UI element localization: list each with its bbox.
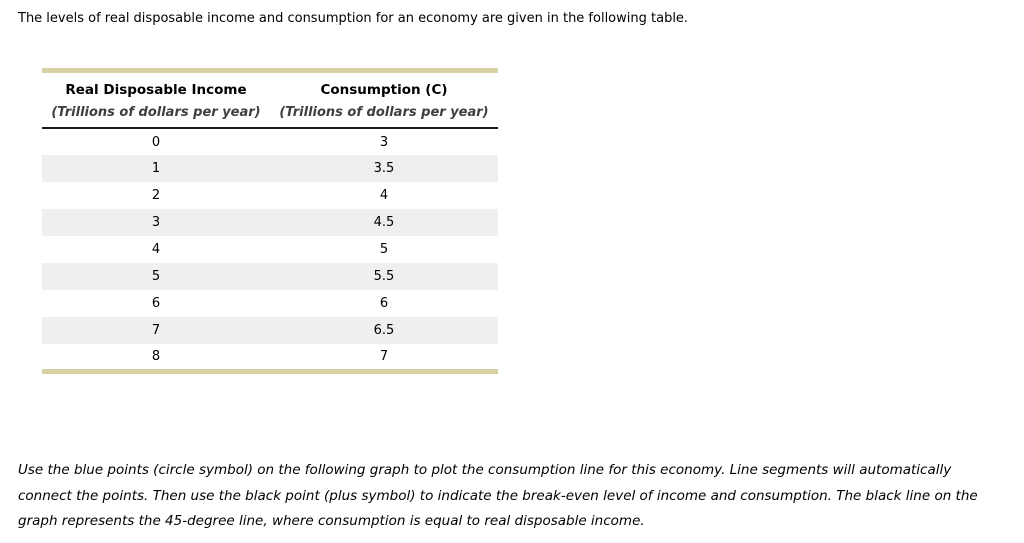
column-title-consumption: Consumption (C) xyxy=(320,82,448,98)
column-header-consumption: Consumption (C) (Trillions of dollars pe… xyxy=(270,70,498,129)
table-row: 3 4.5 xyxy=(42,209,498,236)
consumption-cell: 3.5 xyxy=(373,161,395,176)
intro-text: The levels of real disposable income and… xyxy=(18,11,689,26)
table-body: 0 3 1 3.5 2 4 3 4.5 4 5 5 5.5 xyxy=(42,128,498,371)
income-cell: 6 xyxy=(151,296,161,311)
table-header: Real Disposable Income (Trillions of dol… xyxy=(42,70,498,129)
income-cell: 1 xyxy=(151,161,161,176)
table-row: 6 6 xyxy=(42,290,498,317)
consumption-cell: 3 xyxy=(379,134,389,150)
instructions-text: Use the blue points (circle symbol) on t… xyxy=(18,462,978,529)
income-cell: 8 xyxy=(151,348,161,364)
consumption-cell: 6 xyxy=(379,296,389,311)
column-header-income: Real Disposable Income (Trillions of dol… xyxy=(42,70,270,129)
income-consumption-table: Real Disposable Income (Trillions of dol… xyxy=(42,68,498,374)
table-row: 8 7 xyxy=(42,344,498,371)
column-title-income: Real Disposable Income xyxy=(65,82,247,98)
consumption-cell: 4 xyxy=(379,188,389,203)
column-subtitle-consumption: (Trillions of dollars per year) xyxy=(279,105,489,120)
consumption-cell: 7 xyxy=(379,348,389,364)
table-row: 5 5.5 xyxy=(42,263,498,290)
table-row: 7 6.5 xyxy=(42,317,498,344)
column-subtitle-income: (Trillions of dollars per year) xyxy=(51,105,261,120)
consumption-cell: 4.5 xyxy=(373,215,395,230)
consumption-cell: 6.5 xyxy=(373,323,395,338)
consumption-cell: 5.5 xyxy=(373,269,395,284)
table-row: 1 3.5 xyxy=(42,155,498,182)
income-cell: 7 xyxy=(151,323,161,338)
income-cell: 4 xyxy=(151,242,161,257)
income-cell: 2 xyxy=(151,188,161,203)
income-cell: 0 xyxy=(151,134,161,150)
table-row: 0 3 xyxy=(42,128,498,155)
table-row: 2 4 xyxy=(42,182,498,209)
header-row: Real Disposable Income (Trillions of dol… xyxy=(42,70,498,129)
consumption-cell: 5 xyxy=(379,242,389,257)
income-cell: 5 xyxy=(151,269,161,284)
table-row: 4 5 xyxy=(42,236,498,263)
income-cell: 3 xyxy=(151,215,161,230)
